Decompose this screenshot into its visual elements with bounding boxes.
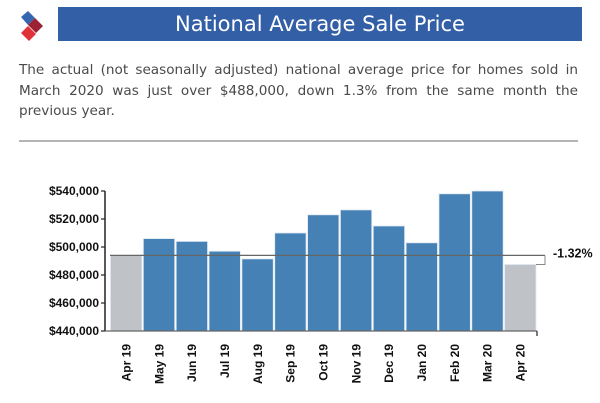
x-tick-label: Aug 19: [251, 344, 265, 384]
y-tick-label: $480,000: [49, 268, 99, 282]
bar-chart: $440,000 $460,000 $480,000 $500,000 $520,000…: [49, 184, 593, 384]
y-tick-label: $500,000: [49, 240, 99, 254]
y-tick-label: $460,000: [49, 296, 99, 310]
bar: [405, 242, 438, 332]
x-tick-label: Sep 19: [284, 344, 298, 383]
bar: [142, 238, 176, 332]
x-tick-label: Jul 19: [218, 344, 232, 378]
bar: [340, 209, 373, 332]
bar: [307, 214, 340, 332]
bar: [110, 255, 143, 332]
x-tick-label: Apr 19: [119, 344, 133, 382]
x-tick-label: Jan 20: [415, 344, 429, 382]
bar: [438, 193, 471, 332]
y-axis: $440,000 $460,000 $480,000 $500,000 $520,000…: [49, 184, 106, 338]
bar: [241, 258, 274, 332]
bar: [175, 241, 208, 332]
y-tick-label: $540,000: [49, 184, 99, 198]
bar: [504, 264, 537, 332]
x-tick-label: Mar 20: [481, 344, 495, 382]
x-tick-label: Jun 19: [185, 344, 199, 382]
page-title: National Average Sale Price: [58, 7, 582, 41]
change-bracket: [536, 255, 546, 265]
x-axis: Apr 19 May 19 Jun 19 Jul 19 Aug 19 Sep 19 Oct …: [105, 330, 538, 384]
bar: [208, 250, 241, 332]
bar: [471, 190, 504, 332]
x-tick-label: Dec 19: [382, 344, 396, 383]
bar: [274, 232, 307, 332]
x-tick-label: May 19: [152, 344, 166, 384]
bar: [372, 225, 406, 332]
y-tick-label: $440,000: [49, 324, 99, 338]
x-tick-label: Oct 19: [317, 344, 331, 381]
x-tick-label: Feb 20: [448, 344, 462, 382]
divider: [19, 140, 578, 142]
x-tick-label: Nov 19: [349, 344, 363, 384]
description-text: The actual (not seasonally adjusted) nat…: [19, 62, 578, 119]
reference-line-group: -1.32%: [110, 246, 593, 265]
change-annotation: -1.32%: [553, 246, 593, 260]
y-tick-label: $520,000: [49, 212, 99, 226]
logo-icon: [21, 11, 43, 41]
bars: [110, 190, 537, 332]
x-tick-label: Apr 20: [514, 344, 528, 382]
